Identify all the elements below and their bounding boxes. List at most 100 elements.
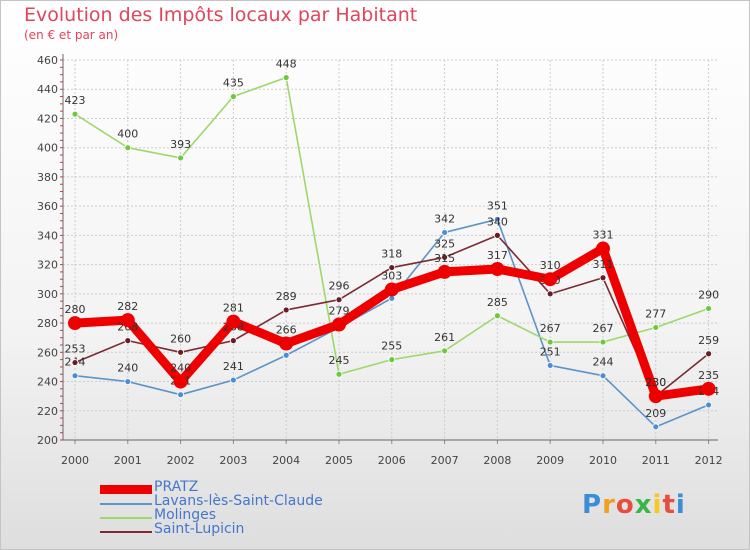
data-point bbox=[68, 316, 82, 331]
x-tick-label: 2000 bbox=[61, 454, 89, 467]
data-label: 230 bbox=[645, 376, 666, 389]
data-point bbox=[120, 313, 135, 328]
data-label: 435 bbox=[223, 77, 244, 90]
data-label: 393 bbox=[170, 138, 191, 151]
data-point bbox=[701, 381, 716, 396]
data-point bbox=[282, 74, 290, 81]
x-tick-label: 2011 bbox=[642, 454, 670, 467]
data-point bbox=[441, 253, 449, 261]
data-label: 259 bbox=[698, 334, 719, 347]
data-point bbox=[332, 317, 346, 332]
data-point bbox=[493, 231, 501, 239]
data-point bbox=[124, 337, 132, 345]
legend-item-saint-lupicin[interactable]: Saint-Lupicin bbox=[100, 521, 360, 538]
y-tick-label: 320 bbox=[37, 259, 58, 272]
data-label: 280 bbox=[65, 303, 86, 316]
data-label: 448 bbox=[276, 58, 297, 71]
y-tick-label: 300 bbox=[37, 288, 58, 301]
data-label: 310 bbox=[540, 259, 561, 272]
data-label: 318 bbox=[381, 248, 402, 261]
data-point bbox=[177, 348, 185, 356]
logo-letter: t bbox=[662, 490, 676, 520]
data-label: 351 bbox=[487, 199, 508, 212]
data-point bbox=[173, 374, 188, 389]
data-label: 245 bbox=[329, 354, 350, 367]
y-tick-label: 360 bbox=[37, 200, 58, 213]
x-tick-label: 2005 bbox=[325, 454, 353, 467]
data-label: 279 bbox=[329, 305, 350, 318]
data-point bbox=[437, 264, 452, 279]
legend-swatch-pratz bbox=[100, 485, 152, 494]
data-label: 240 bbox=[117, 362, 138, 375]
data-label: 281 bbox=[223, 302, 244, 315]
legend-item-pratz[interactable]: PRATZ bbox=[100, 479, 360, 496]
data-point bbox=[229, 376, 237, 384]
data-label: 340 bbox=[487, 215, 508, 228]
legend-item-lavans[interactable]: Lavans-lès-Saint-Claude bbox=[100, 493, 360, 510]
data-label: 282 bbox=[117, 300, 138, 313]
data-point bbox=[546, 290, 554, 298]
y-tick-label: 340 bbox=[37, 229, 58, 242]
data-label: 400 bbox=[117, 128, 138, 141]
chart-subtitle: (en € et par an) bbox=[24, 28, 119, 42]
data-label: 423 bbox=[65, 94, 86, 107]
data-point bbox=[124, 378, 132, 385]
y-tick-label: 260 bbox=[37, 346, 58, 359]
y-tick-label: 420 bbox=[37, 112, 58, 125]
data-point bbox=[282, 306, 290, 314]
data-point bbox=[282, 351, 290, 359]
data-point bbox=[546, 338, 554, 346]
data-point bbox=[441, 229, 449, 236]
logo-letter: x bbox=[634, 490, 653, 520]
data-point bbox=[177, 154, 185, 162]
data-label: 290 bbox=[698, 288, 719, 301]
data-label: 267 bbox=[593, 322, 614, 335]
legend-label: Molinges bbox=[154, 507, 217, 523]
data-label: 277 bbox=[645, 307, 666, 320]
data-point bbox=[493, 215, 501, 223]
y-tick-label: 460 bbox=[37, 54, 58, 67]
data-point bbox=[229, 93, 237, 100]
legend-item-molinges[interactable]: Molinges bbox=[100, 507, 360, 524]
data-point bbox=[279, 336, 294, 351]
data-label: 235 bbox=[698, 369, 719, 382]
data-point bbox=[652, 324, 660, 331]
y-tick-label: 240 bbox=[37, 376, 58, 389]
y-tick-label: 380 bbox=[37, 171, 58, 184]
legend-label: Saint-Lupicin bbox=[154, 521, 245, 537]
logo-letter: o bbox=[615, 490, 635, 520]
data-point bbox=[71, 372, 79, 380]
data-label: 285 bbox=[487, 296, 508, 309]
data-label: 255 bbox=[381, 340, 402, 353]
data-label: 315 bbox=[434, 252, 455, 265]
data-label: 289 bbox=[276, 290, 297, 303]
data-point bbox=[226, 314, 241, 329]
data-point bbox=[705, 305, 712, 312]
data-label: 209 bbox=[645, 407, 666, 420]
data-label: 267 bbox=[540, 322, 561, 335]
data-label: 240 bbox=[170, 362, 191, 375]
legend-swatch-molinges bbox=[100, 517, 152, 519]
data-point bbox=[384, 282, 399, 297]
data-label: 296 bbox=[329, 280, 350, 293]
legend-swatch-saint-lupicin bbox=[100, 531, 152, 533]
x-tick-label: 2006 bbox=[378, 454, 406, 467]
y-tick-label: 400 bbox=[37, 142, 58, 155]
data-label: 251 bbox=[540, 345, 561, 358]
data-point bbox=[648, 389, 663, 404]
data-label: 342 bbox=[434, 212, 455, 225]
logo-letter: P bbox=[582, 490, 603, 520]
logo-letter: i bbox=[652, 490, 663, 520]
x-tick-label: 2004 bbox=[272, 454, 300, 467]
data-label: 266 bbox=[276, 324, 297, 337]
data-point bbox=[229, 337, 237, 345]
legend: PRATZ Lavans-lès-Saint-Claude Molinges S… bbox=[100, 479, 360, 538]
y-tick-label: 280 bbox=[37, 317, 58, 330]
legend-label: Lavans-lès-Saint-Claude bbox=[154, 493, 323, 509]
data-point bbox=[599, 372, 607, 380]
data-point bbox=[599, 338, 607, 346]
x-tick-label: 2008 bbox=[483, 454, 511, 467]
data-label: 303 bbox=[381, 269, 402, 282]
data-label: 331 bbox=[593, 229, 614, 242]
